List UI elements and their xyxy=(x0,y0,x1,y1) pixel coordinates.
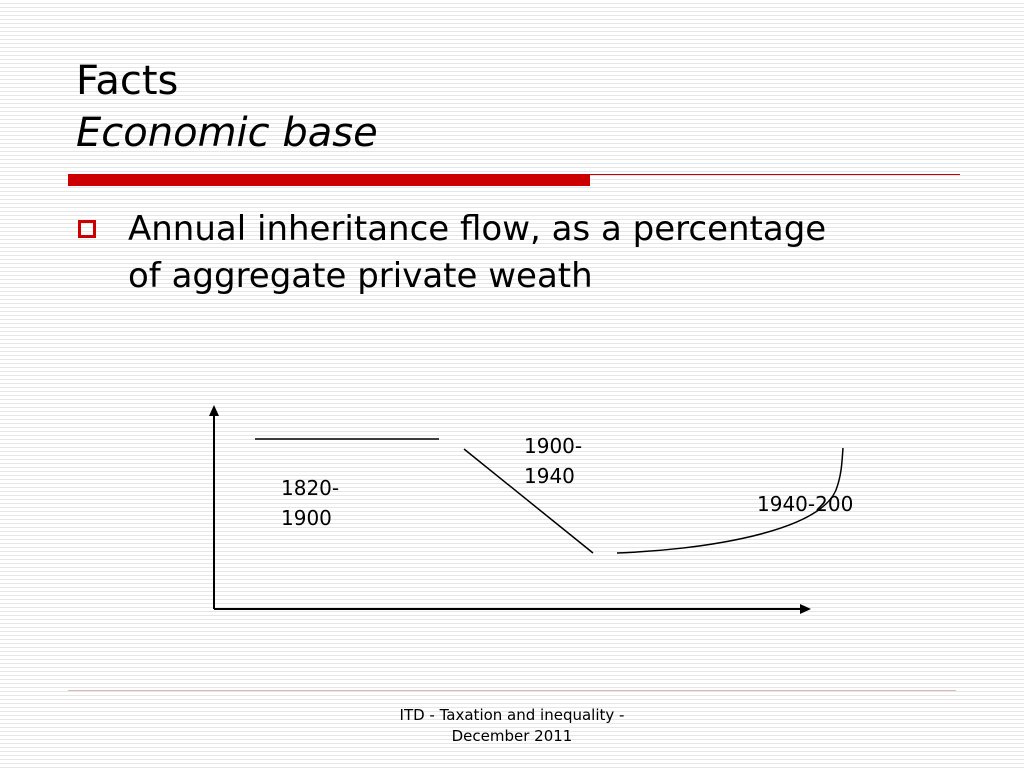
hollow-square-bullet-icon xyxy=(78,220,96,238)
x-axis-arrowhead-icon xyxy=(800,604,811,614)
footer-line-1: ITD - Taxation and inequality - xyxy=(399,706,625,724)
footer-line-2: December 2011 xyxy=(451,727,573,745)
title-text: Facts xyxy=(76,58,179,104)
footer: ITD - Taxation and inequality - December… xyxy=(362,705,662,747)
footer-divider xyxy=(68,690,956,691)
trend-segment-1900-1940 xyxy=(463,448,594,554)
trend-segment-1940-200 xyxy=(616,447,844,554)
period-label-1940: 1940-200 xyxy=(757,492,853,516)
y-axis xyxy=(209,405,219,609)
period-label-1900-line1: 1900- xyxy=(524,434,582,458)
title-divider-thick xyxy=(68,175,590,186)
bullet-text: Annual inheritance flow, as a percentage… xyxy=(128,209,827,296)
x-axis xyxy=(214,604,811,614)
subtitle-text: Economic base xyxy=(76,110,378,156)
bullet-item: Annual inheritance flow, as a percentage… xyxy=(76,206,876,300)
slide-title: Facts Economic base xyxy=(76,55,378,159)
period-label-1900-line2: 1940 xyxy=(524,464,575,488)
period-label-1820-line1: 1820- xyxy=(281,476,339,500)
y-axis-arrowhead-icon xyxy=(209,405,219,416)
title-divider-thin xyxy=(68,174,960,175)
period-label-1820-line2: 1900 xyxy=(281,506,332,530)
